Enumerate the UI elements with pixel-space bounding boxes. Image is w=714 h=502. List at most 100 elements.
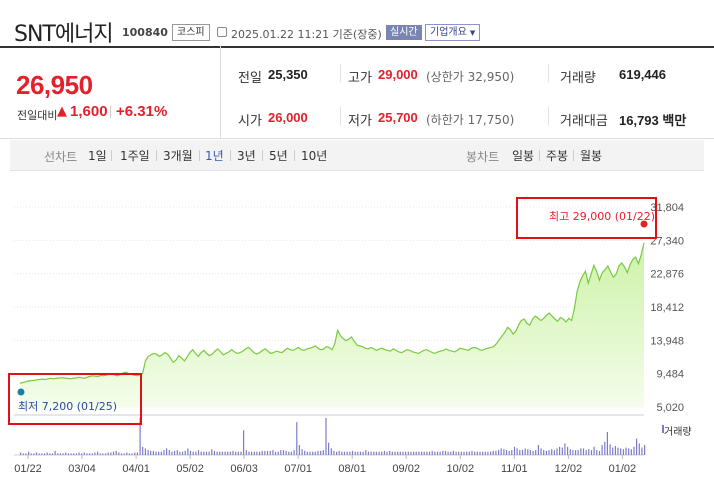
volume-bar bbox=[147, 450, 149, 455]
x-tick-label: 01/02 bbox=[609, 463, 637, 475]
stock-code: 100840 bbox=[122, 26, 168, 39]
period-1w[interactable]: 1주일 bbox=[120, 149, 150, 163]
clock-icon bbox=[217, 27, 227, 37]
volume-bar bbox=[630, 449, 632, 455]
volume-bar bbox=[174, 450, 176, 455]
volume-bar bbox=[248, 451, 250, 455]
volume-bar bbox=[585, 450, 587, 455]
low-callout-box bbox=[8, 373, 142, 425]
volume-bar bbox=[171, 451, 173, 455]
volume-bar bbox=[296, 422, 298, 455]
candle-monthly[interactable]: 월봉 bbox=[580, 149, 603, 163]
volume-bar bbox=[622, 449, 624, 455]
volume-bar bbox=[89, 453, 91, 455]
up-arrow-icon: ▲ bbox=[57, 104, 67, 119]
volume-bar bbox=[644, 445, 646, 455]
separator bbox=[199, 150, 200, 161]
volume-bar bbox=[70, 453, 72, 455]
volume-bar bbox=[373, 451, 375, 455]
volume-bar bbox=[389, 450, 391, 455]
volume-bar bbox=[606, 432, 608, 455]
volume-bar bbox=[519, 450, 521, 455]
volume-bar bbox=[336, 451, 338, 455]
volume-bar bbox=[65, 452, 67, 455]
period-5y[interactable]: 5년 bbox=[269, 149, 288, 163]
volume-bar bbox=[415, 451, 417, 455]
volume-bar bbox=[288, 451, 290, 455]
volume-bar bbox=[33, 453, 35, 455]
volume-bar bbox=[628, 448, 630, 455]
prev-close-value: 25,350 bbox=[268, 67, 308, 82]
current-price: 26,950 bbox=[16, 70, 93, 100]
period-3m[interactable]: 3개월 bbox=[163, 149, 193, 163]
volume-bar bbox=[168, 450, 170, 455]
volume-bar bbox=[290, 451, 292, 455]
candle-daily[interactable]: 일봉 bbox=[512, 149, 535, 163]
volume-bar bbox=[182, 451, 184, 455]
volume-bar bbox=[322, 450, 324, 455]
separator bbox=[548, 64, 549, 82]
volume-bar bbox=[421, 451, 423, 455]
y-tick-label: 5,020 bbox=[656, 402, 684, 414]
volume-bar bbox=[73, 453, 75, 455]
volume-bar bbox=[487, 451, 489, 455]
y-axis-labels: 31,804 27,340 22,876 18,412 13,948 9,484 5,020 bbox=[650, 202, 684, 414]
volume-bar bbox=[442, 450, 444, 455]
x-tick-label: 03/04 bbox=[68, 463, 96, 475]
low-label: 저가 bbox=[348, 114, 372, 129]
volume-bar bbox=[304, 450, 306, 455]
company-info-button[interactable]: 기업개요 ▼ bbox=[425, 24, 481, 41]
volume-bar bbox=[216, 451, 218, 455]
y-tick-label: 22,876 bbox=[650, 269, 684, 281]
volume-bar bbox=[439, 451, 441, 455]
volume-bar bbox=[235, 451, 237, 455]
volume-bar bbox=[253, 451, 255, 455]
volume-bar bbox=[413, 451, 415, 455]
volume-bar bbox=[35, 452, 38, 455]
period-3y[interactable]: 3년 bbox=[237, 149, 256, 163]
volume-bar bbox=[298, 445, 300, 455]
volume-legend-swatch bbox=[662, 425, 664, 433]
volume-bar bbox=[54, 450, 56, 455]
period-1y[interactable]: 1년 bbox=[205, 149, 224, 163]
divider bbox=[110, 106, 111, 118]
volume-bar bbox=[97, 451, 99, 455]
candle-weekly[interactable]: 주봉 bbox=[546, 149, 569, 163]
period-10y[interactable]: 10년 bbox=[301, 149, 328, 163]
volume-bar bbox=[575, 450, 577, 455]
volume-bar bbox=[365, 450, 367, 455]
volume-bar bbox=[543, 450, 545, 455]
volume-bar bbox=[197, 450, 200, 455]
turnover-value: 16,793 백만 bbox=[619, 113, 687, 128]
volume-bar bbox=[43, 453, 46, 455]
volume-bar bbox=[471, 450, 473, 455]
low-point-marker bbox=[17, 388, 25, 396]
price-line bbox=[19, 242, 645, 384]
timestamp: 2025.01.22 11:21 기준(장중) bbox=[231, 28, 382, 41]
volume-bar bbox=[150, 450, 152, 455]
volume-bar bbox=[160, 451, 162, 455]
volume-bar bbox=[553, 450, 555, 455]
volume-bar bbox=[617, 447, 619, 455]
volume-bar bbox=[559, 446, 561, 455]
volume-bar bbox=[309, 451, 311, 455]
y-tick-label: 13,948 bbox=[650, 335, 684, 347]
volume-bar bbox=[28, 451, 30, 455]
volume-bar bbox=[274, 451, 277, 455]
volume-bar bbox=[492, 450, 494, 455]
volume-bar bbox=[513, 446, 516, 455]
x-tick-label: 06/03 bbox=[230, 463, 258, 475]
volume-bar bbox=[328, 442, 330, 455]
volume-bars bbox=[20, 418, 646, 455]
volume-bar bbox=[81, 453, 83, 455]
separator bbox=[230, 150, 231, 161]
volume-bar bbox=[317, 450, 319, 455]
volume-bar bbox=[272, 450, 274, 455]
volume-bar bbox=[521, 450, 524, 455]
realtime-button[interactable]: 실시간 bbox=[386, 25, 422, 40]
x-tick-label: 10/02 bbox=[447, 463, 475, 475]
volume-bar bbox=[511, 450, 513, 455]
volume-bar bbox=[232, 450, 234, 455]
period-1d[interactable]: 1일 bbox=[88, 149, 107, 163]
price-panel: 26,950 전일대비 ▲ 1,600 +6.31% bbox=[0, 46, 221, 139]
